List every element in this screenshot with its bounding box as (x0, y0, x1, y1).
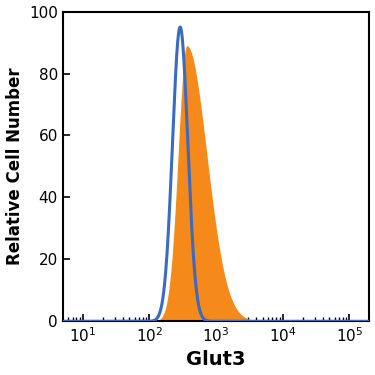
X-axis label: Glut3: Glut3 (186, 351, 246, 369)
Y-axis label: Relative Cell Number: Relative Cell Number (6, 68, 24, 265)
